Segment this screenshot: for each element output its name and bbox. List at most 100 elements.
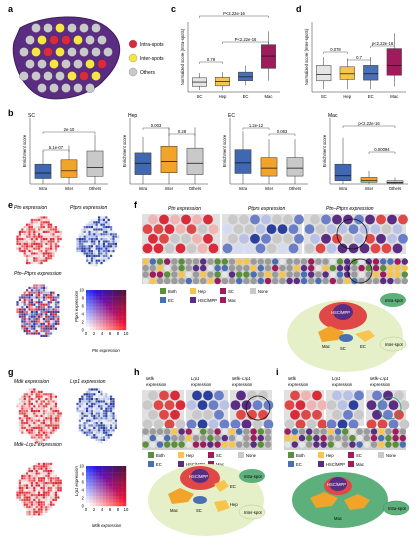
expression-spot <box>148 233 158 244</box>
expression-spot <box>343 390 353 401</box>
spot-pixel <box>112 405 115 408</box>
spot-pixel <box>38 313 41 316</box>
cell-spot <box>228 258 236 265</box>
expression-spot <box>250 214 260 225</box>
bivariate-cell <box>92 326 97 331</box>
spot-pixel <box>81 412 84 415</box>
p-value-label: 0.28 <box>178 129 187 134</box>
f-ec-cell <box>355 330 375 342</box>
spot-pixel <box>42 494 45 497</box>
spot-pixel <box>52 422 55 425</box>
y-tick-label: 0 <box>82 504 85 509</box>
spot-pixel <box>45 296 48 299</box>
bivariate-cell <box>86 310 90 314</box>
spot-pixel <box>81 247 84 250</box>
spot-pixel <box>30 291 33 294</box>
spot-pixel <box>105 434 108 437</box>
p-value-label: 0.003 <box>151 123 162 128</box>
cell-spot <box>264 271 272 278</box>
spot-pixel <box>90 223 93 226</box>
spot-dot <box>91 23 101 33</box>
cell-spot <box>221 258 228 265</box>
expression-spot <box>192 390 202 401</box>
cell-spot <box>365 277 372 285</box>
spot-pixel <box>57 496 60 499</box>
spot-pixel <box>18 426 21 429</box>
box-others <box>186 147 204 175</box>
spot-pixel <box>47 477 50 480</box>
spot-pixel <box>81 250 84 253</box>
box-intra <box>34 163 52 179</box>
spot-pixel <box>52 240 55 243</box>
spot-pixel <box>38 228 41 231</box>
spot-pixel <box>21 306 24 309</box>
spot-pixel <box>52 407 55 410</box>
spot-pixel <box>76 250 79 253</box>
spot-pixel <box>47 334 50 337</box>
spot-pixel <box>30 332 33 335</box>
expression-spot <box>203 409 213 420</box>
spot-pixel <box>86 424 89 427</box>
expression-spot <box>315 243 326 254</box>
expression-spot <box>239 233 249 244</box>
spot-pixel <box>54 303 57 306</box>
legend-label: HSC/MPP <box>198 298 217 303</box>
spot-pixel <box>30 322 33 325</box>
spot-pixel <box>38 284 41 287</box>
expression-spot <box>181 233 191 244</box>
spot-pixel <box>42 242 45 245</box>
spot-pixel <box>18 479 21 482</box>
spot-pixel <box>28 398 31 401</box>
spot-pixel <box>38 491 41 494</box>
spot-pixel <box>28 223 31 226</box>
spot-pixel <box>28 422 31 425</box>
spot-pixel <box>102 257 105 260</box>
spot-pixel <box>26 398 29 401</box>
spot-pixel <box>18 301 21 304</box>
spot-pixel <box>35 221 38 224</box>
spot-pixel <box>18 486 21 489</box>
spot-pixel <box>40 508 43 511</box>
spot-pixel <box>30 218 33 221</box>
g-map2-title: Lrp1 expression <box>70 379 106 385</box>
cell-spot <box>385 428 392 435</box>
bivariate-cell <box>119 300 123 304</box>
bivariate-cell <box>112 482 117 487</box>
spot-pixel <box>35 434 38 437</box>
spot-pixel <box>18 400 21 403</box>
spot-pixel <box>40 315 43 318</box>
spot-pixel <box>57 494 60 497</box>
spot-pixel <box>93 412 96 415</box>
spot-pixel <box>35 422 38 425</box>
bivariate-cell <box>122 303 127 307</box>
spot-pixel <box>52 298 55 301</box>
spot-pixel <box>114 414 117 417</box>
bivariate-cell <box>92 502 97 507</box>
spot-pixel <box>47 245 50 248</box>
spot-pixel <box>50 240 53 243</box>
spot-pixel <box>35 508 38 511</box>
bivariate-cell <box>92 476 97 480</box>
spot-pixel <box>28 320 31 323</box>
expression-spot <box>332 214 342 225</box>
spot-pixel <box>18 310 21 313</box>
spot-dot <box>97 35 107 45</box>
cell-spot <box>399 434 406 442</box>
spot-pixel <box>33 426 36 429</box>
spot-pixel <box>107 242 110 245</box>
spot-pixel <box>33 223 36 226</box>
legend-swatch <box>190 288 196 294</box>
spot-pixel <box>40 431 43 434</box>
cell-spot <box>272 258 279 265</box>
spot-pixel <box>93 434 96 437</box>
spot-pixel <box>54 424 57 427</box>
spot-pixel <box>98 402 101 405</box>
spot-pixel <box>45 477 48 480</box>
spot-pixel <box>33 419 36 422</box>
box-intra <box>134 152 152 175</box>
bivariate-cell <box>102 303 107 307</box>
spot-pixel <box>47 467 50 470</box>
spot-pixel <box>76 242 79 245</box>
spot-pixel <box>83 414 86 417</box>
spot-pixel <box>16 303 19 306</box>
